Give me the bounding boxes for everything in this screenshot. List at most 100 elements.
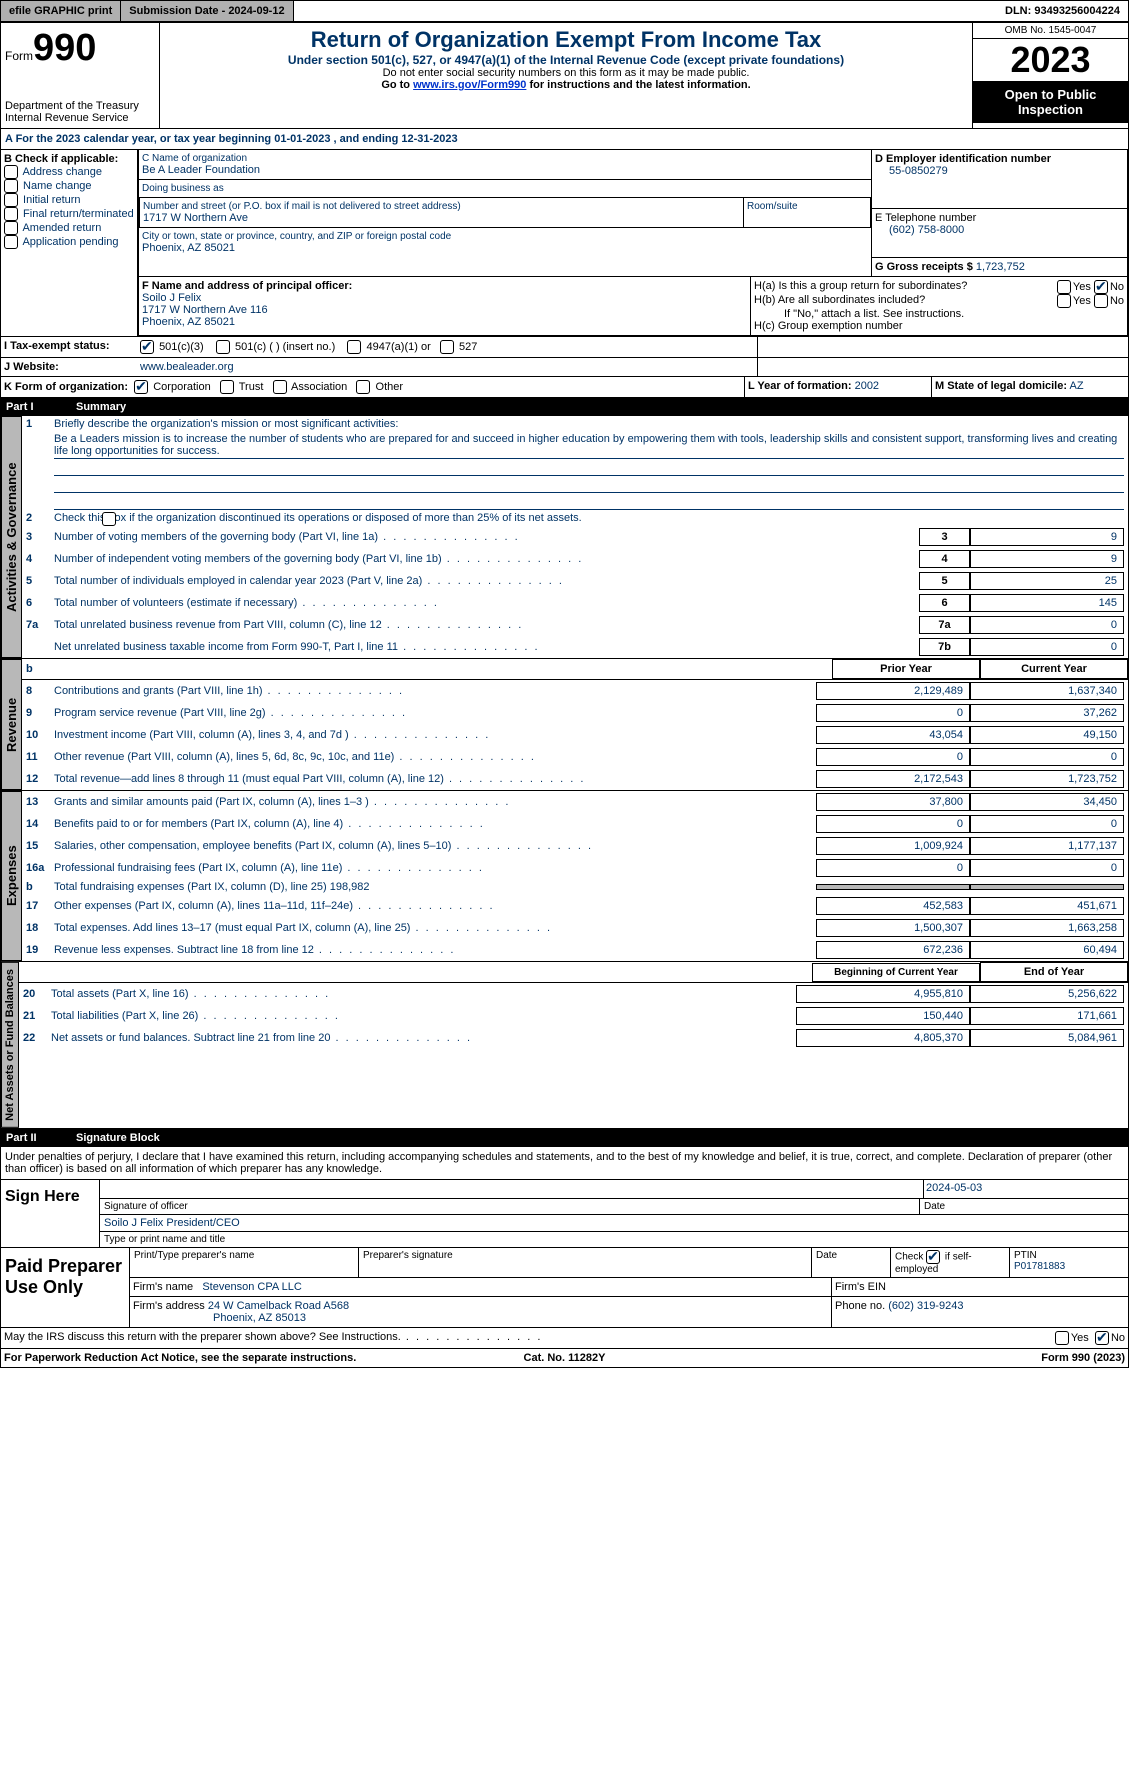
goto-pre: Go to [381, 79, 413, 91]
ein-value: 55-0850279 [875, 165, 1124, 177]
501c-cb[interactable] [216, 340, 230, 354]
prior-year-hdr: Prior Year [832, 659, 980, 679]
sign-here-label: Sign Here [1, 1180, 99, 1247]
addr-label: Number and street (or P.O. box if mail i… [143, 201, 740, 212]
ha-yes-cb[interactable] [1057, 280, 1071, 294]
hb-no-cb[interactable] [1094, 294, 1108, 308]
end-year-hdr: End of Year [980, 962, 1128, 982]
form-header: Form990 Department of the Treasury Inter… [0, 22, 1129, 129]
open-public: Open to Public Inspection [973, 81, 1128, 123]
box-b-hdr: B Check if applicable: [4, 153, 134, 165]
officer-addr2: Phoenix, AZ 85021 [142, 316, 747, 328]
city-label: City or town, state or province, country… [142, 231, 868, 242]
room-label: Room/suite [747, 201, 867, 212]
self-emp-cb[interactable] [926, 1250, 940, 1264]
name-label: C Name of organization [142, 153, 868, 164]
boxb-cb[interactable] [4, 207, 18, 221]
paid-preparer-label: Paid Preparer Use Only [1, 1248, 129, 1327]
gross-label: G Gross receipts $ [875, 261, 973, 273]
boxj-label: J Website: [1, 358, 137, 376]
form-title: Return of Organization Exempt From Incom… [164, 27, 968, 53]
pra-notice: For Paperwork Reduction Act Notice, see … [4, 1352, 356, 1364]
goto-post: for instructions and the latest informat… [526, 79, 750, 91]
ha-no-cb[interactable] [1094, 280, 1108, 294]
type-print-label: Type or print name and title [100, 1232, 1128, 1247]
part1-header: Part ISummary [0, 398, 1129, 416]
527-cb[interactable] [440, 340, 454, 354]
tax-period: A For the 2023 calendar year, or tax yea… [0, 129, 1129, 150]
line1-label: Briefly describe the organization's miss… [54, 418, 1124, 430]
discuss-row: May the IRS discuss this return with the… [0, 1328, 1129, 1349]
firm-phone-label: Phone no. [835, 1300, 885, 1312]
boxb-cb[interactable] [4, 179, 18, 193]
trust-cb[interactable] [220, 380, 234, 394]
hb-yes-cb[interactable] [1057, 294, 1071, 308]
irs-link[interactable]: www.irs.gov/Form990 [413, 79, 526, 91]
boxb-cb[interactable] [4, 235, 18, 249]
assoc-cb[interactable] [273, 380, 287, 394]
501c3-cb[interactable] [140, 340, 154, 354]
sig-officer-label: Signature of officer [100, 1199, 919, 1214]
4947-cb[interactable] [347, 340, 361, 354]
boxb-cb[interactable] [4, 193, 18, 207]
ein-label: D Employer identification number [875, 153, 1124, 165]
hb-label: H(b) Are all subordinates included? [754, 294, 1057, 308]
firm-name: Stevenson CPA LLC [202, 1281, 301, 1293]
discuss-yes-cb[interactable] [1055, 1331, 1069, 1345]
sig-date: 2024-05-03 [924, 1180, 1128, 1199]
boxb-cb[interactable] [4, 221, 18, 235]
ha-label: H(a) Is this a group return for subordin… [754, 280, 1057, 294]
expenses-tab: Expenses [1, 791, 22, 961]
corp-cb[interactable] [134, 380, 148, 394]
org-form-row: K Form of organization: Corporation Trus… [0, 377, 1129, 398]
domicile: AZ [1069, 380, 1083, 392]
hb-note: If "No," attach a list. See instructions… [754, 308, 1124, 320]
firm-ein-label: Firm's EIN [832, 1278, 1128, 1296]
city-value: Phoenix, AZ 85021 [142, 242, 868, 254]
year-formed: 2002 [855, 380, 879, 392]
firm-city: Phoenix, AZ 85013 [133, 1312, 828, 1324]
tax-exempt-row: I Tax-exempt status: 501(c)(3) 501(c) ( … [0, 337, 1129, 358]
treasury-dept: Department of the Treasury Internal Reve… [5, 100, 155, 124]
ptin-value: P01781883 [1014, 1261, 1124, 1272]
submission-date: Submission Date - 2024-09-12 [121, 1, 293, 21]
cat-no: Cat. No. 11282Y [524, 1352, 606, 1364]
perjury-declaration: Under penalties of perjury, I declare th… [0, 1147, 1129, 1180]
efile-print-btn[interactable]: efile GRAPHIC print [1, 1, 121, 21]
org-name: Be A Leader Foundation [142, 164, 868, 176]
gross-value: 1,723,752 [976, 261, 1025, 273]
firm-name-label: Firm's name [133, 1281, 193, 1293]
phone-label: E Telephone number [875, 212, 1124, 224]
officer-label: F Name and address of principal officer: [142, 280, 747, 292]
part2-header: Part IISignature Block [0, 1129, 1129, 1147]
firm-addr: 24 W Camelback Road A568 [208, 1300, 349, 1312]
ssn-note: Do not enter social security numbers on … [164, 67, 968, 79]
entity-info: B Check if applicable: Address change Na… [0, 150, 1129, 337]
line2-text: Check this box if the organization disco… [54, 512, 1124, 524]
firm-phone: (602) 319-9243 [888, 1300, 963, 1312]
cur-year-hdr: Current Year [980, 659, 1128, 679]
boxm-label: M State of legal domicile: [935, 380, 1067, 392]
dba-label: Doing business as [142, 183, 868, 194]
discuss-no-cb[interactable] [1095, 1331, 1109, 1345]
paid-preparer-block: Paid Preparer Use Only Print/Type prepar… [0, 1248, 1129, 1328]
begin-year-hdr: Beginning of Current Year [812, 963, 980, 982]
line2-cb[interactable] [102, 512, 116, 526]
other-cb[interactable] [356, 380, 370, 394]
website-value: www.bealeader.org [137, 358, 758, 376]
footer: For Paperwork Reduction Act Notice, see … [0, 1349, 1129, 1368]
netassets-tab: Net Assets or Fund Balances [1, 962, 19, 1128]
officer-name: Soilo J Felix [142, 292, 747, 304]
boxb-cb[interactable] [4, 165, 18, 179]
date-label: Date [919, 1199, 1128, 1214]
website-row: J Website: www.bealeader.org [0, 358, 1129, 377]
netassets-section: Net Assets or Fund Balances Beginning of… [0, 962, 1129, 1129]
street-addr: 1717 W Northern Ave [143, 212, 740, 224]
ptin-label: PTIN [1014, 1250, 1124, 1261]
expenses-section: Expenses 13Grants and similar amounts pa… [0, 791, 1129, 962]
omb-number: OMB No. 1545-0047 [973, 23, 1128, 39]
form-footer: Form 990 (2023) [1041, 1352, 1125, 1364]
mission-text: Be a Leaders mission is to increase the … [54, 432, 1124, 459]
form-label: Form [5, 49, 33, 63]
phone-value: (602) 758-8000 [875, 224, 1124, 236]
